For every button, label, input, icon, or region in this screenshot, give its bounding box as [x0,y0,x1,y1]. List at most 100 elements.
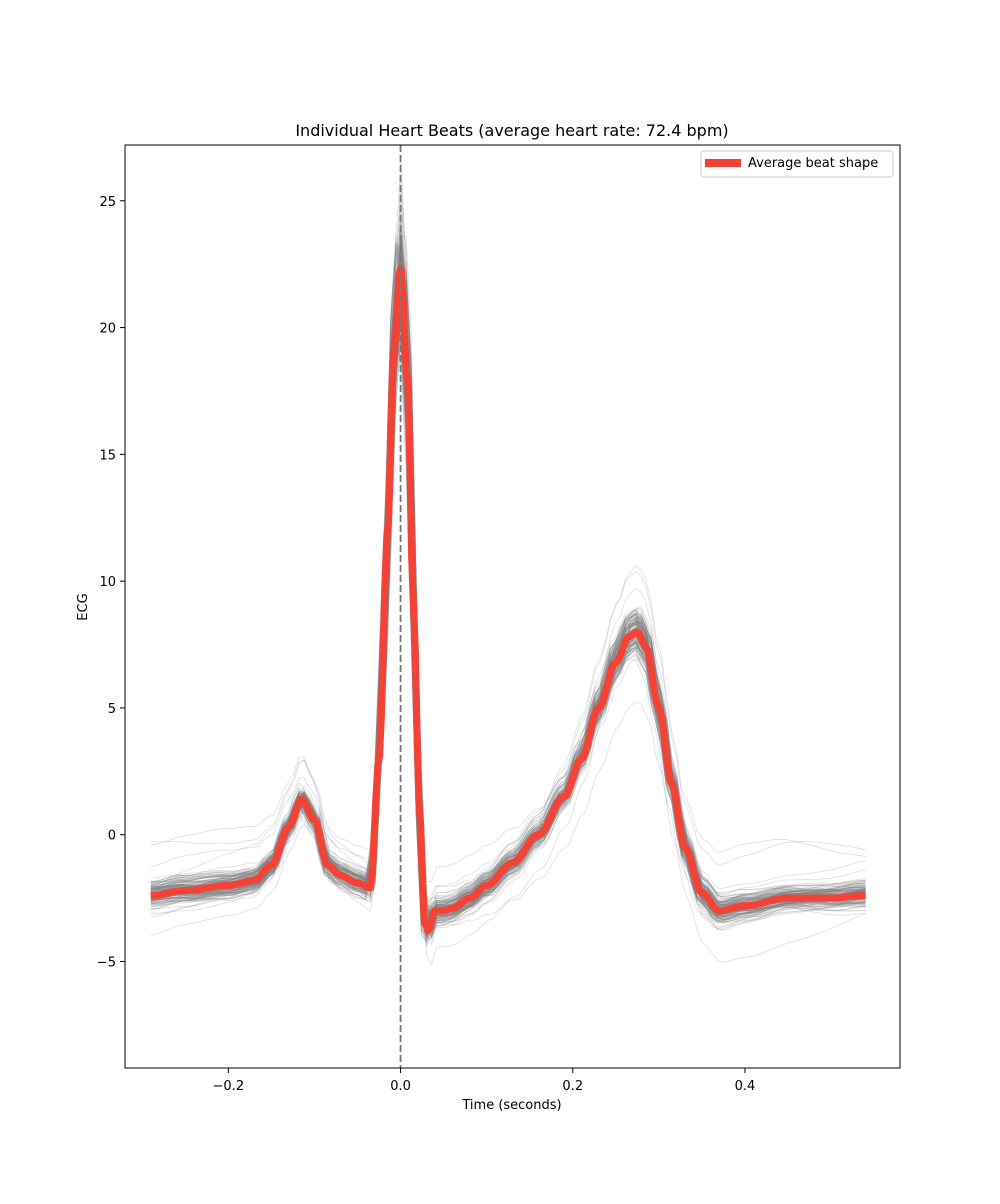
individual-beat-line [150,242,866,925]
individual-beat-line [150,311,866,922]
individual-beat-line [150,315,866,929]
individual-beat-line [150,299,866,927]
legend-box [700,150,894,178]
individual-beat-line [150,240,866,924]
individual-beat-line [150,265,866,925]
individual-beat-line [150,322,866,935]
y-tick-label: 20 [99,322,116,337]
individual-beat-line [150,309,866,933]
individual-beat-line [150,324,866,928]
individual-beat-line [150,283,866,932]
individual-beat-line [150,282,866,917]
x-tick-label: 0.2 [562,1079,583,1094]
individual-beat-line [150,305,866,924]
individual-beat-line [150,322,866,931]
individual-beat-line [150,258,866,925]
plot-area-frame [124,144,901,1069]
individual-beat-line [150,226,866,921]
individual-beat-line [150,319,866,923]
individual-beat-line [150,321,866,933]
individual-beat-line [150,231,866,923]
individual-beat-line [150,220,866,916]
individual-beat-line [150,288,866,927]
individual-beat-line [150,267,866,934]
individual-beat-line [150,245,866,926]
individual-beat-line [150,268,866,926]
individual-beat-line [150,302,866,920]
y-tick-label: −5 [97,956,116,971]
x-tick-label: 0.4 [735,1079,756,1094]
individual-beat-line [150,275,866,925]
individual-beat-line [150,298,866,929]
individual-beat-line [150,297,866,941]
individual-beats [150,158,866,966]
individual-beat-line [150,260,866,938]
individual-beat-line [150,308,866,934]
individual-beat-line [150,213,866,908]
individual-beat-line [150,250,866,916]
individual-beat-line [150,263,866,932]
individual-beat-line [150,279,866,925]
individual-beat-line [150,329,866,930]
individual-beat-line [150,274,866,931]
individual-beat-line [150,227,866,909]
individual-beat-line [150,256,866,939]
individual-beat-line [150,204,866,966]
individual-beat-line [150,323,866,936]
individual-beat-line [150,261,866,932]
individual-beat-line [150,287,866,929]
individual-beat-line [150,240,866,933]
individual-beat-line [150,261,866,923]
individual-beat-line [150,275,866,919]
individual-beat-line [150,298,866,933]
individual-beat-line [150,251,866,939]
individual-beat-line [150,304,866,931]
individual-beat-line [150,175,866,895]
y-tick-label: 0 [108,829,116,844]
individual-beat-line [150,299,866,922]
individual-beat-line [150,260,866,941]
individual-beat-line [150,259,866,930]
individual-beat-line [150,259,866,927]
individual-beat-line [150,281,866,930]
individual-beat-line [150,284,866,931]
individual-beat-line [150,186,866,903]
individual-beat-line [150,234,866,932]
individual-beat-line [150,240,866,934]
individual-beat-line [150,317,866,931]
individual-beat-line [150,308,866,934]
individual-beat-line [150,260,866,933]
individual-beat-line [150,243,866,935]
individual-beat-line [150,270,866,922]
individual-beat-line [150,253,866,923]
average-beat-layer [149,264,868,935]
individual-beat-line [150,292,866,919]
individual-beat-line [150,223,866,927]
individual-beat-line [150,253,866,935]
individual-beat-line [150,269,866,929]
y-tick-label: 5 [108,702,116,717]
individual-beat-line [150,246,866,914]
x-tick-label: 0.0 [390,1079,411,1094]
individual-beat-line [150,244,866,935]
individual-beat-line [150,294,866,932]
individual-beat-line [150,275,866,932]
individual-beat-line [150,295,866,936]
legend-label: Average beat shape [748,156,878,171]
individual-beat-line [150,299,866,901]
individual-beat-line [150,303,866,939]
individual-beat-line [150,224,866,937]
individual-beat-line [150,308,866,926]
y-tick-label: 25 [99,195,116,210]
individual-beat-line [150,320,866,932]
individual-beat-line [150,319,866,938]
individual-beat-line [150,267,866,939]
individual-beat-line [150,242,866,929]
individual-beat-line [150,303,866,925]
individual-beat-line [150,269,866,935]
individual-beat-line [150,259,866,939]
y-tick-label: 15 [99,448,116,463]
individual-beat-line [150,249,866,922]
individual-beat-line [150,244,866,933]
